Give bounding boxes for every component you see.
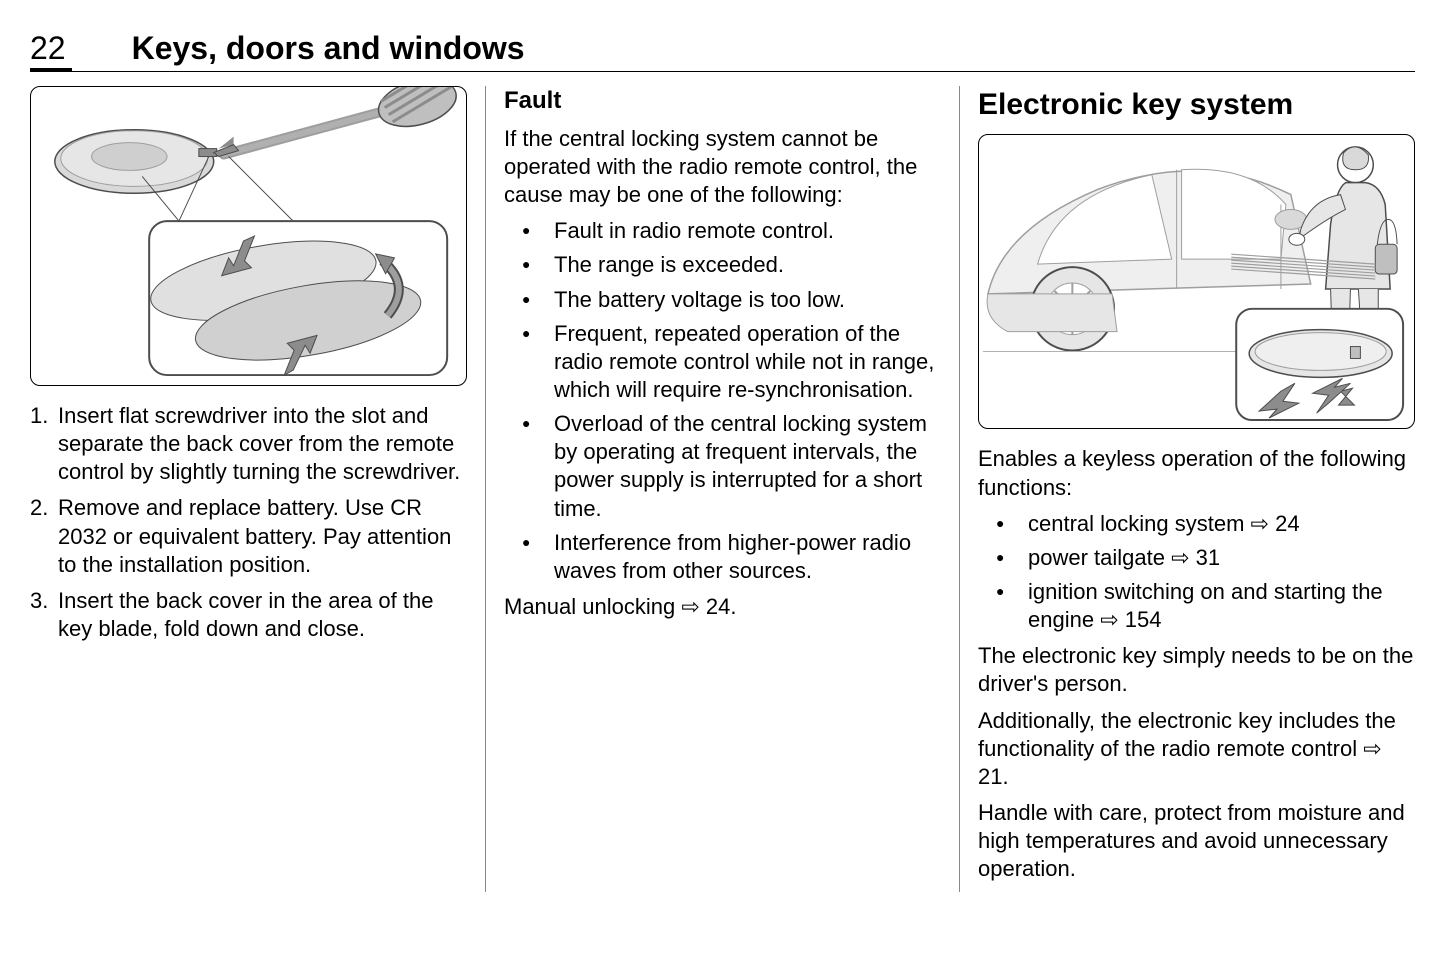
- keyless-illustration: [978, 134, 1415, 429]
- ref-arrow-icon: ⇨: [681, 593, 699, 621]
- page-header: 22 Keys, doors and windows: [30, 30, 1415, 72]
- manual-unlock-label: Manual unlocking: [504, 594, 681, 619]
- fault-item: The range is exceeded.: [504, 251, 941, 279]
- column-1: Insert flat screwdriver into the slot an…: [30, 86, 485, 892]
- keyless-intro: Enables a keyless operation of the follo…: [978, 445, 1415, 501]
- step-3: Insert the back cover in the area of the…: [30, 587, 467, 643]
- ref-arrow-icon: ⇨: [1100, 606, 1118, 634]
- manual-unlock-page: 24: [706, 594, 730, 619]
- fault-item: Fault in radio remote control.: [504, 217, 941, 245]
- keyless-item: central locking system ⇨ 24: [978, 510, 1415, 538]
- fault-item: Frequent, repeated operation of the radi…: [504, 320, 941, 404]
- chapter-title: Keys, doors and windows: [132, 30, 525, 67]
- keyless-para-2: Additionally, the electronic key include…: [978, 707, 1415, 791]
- battery-replacement-illustration: [30, 86, 467, 386]
- keyless-para-1: The electronic key simply needs to be on…: [978, 642, 1415, 698]
- keyless-functions-list: central locking system ⇨ 24 power tailga…: [978, 510, 1415, 635]
- fault-item: Overload of the central locking system b…: [504, 410, 941, 523]
- step-1: Insert flat screwdriver into the slot an…: [30, 402, 467, 486]
- fault-list: Fault in radio remote control. The range…: [504, 217, 941, 585]
- step-2: Remove and replace battery. Use CR 2032 …: [30, 494, 467, 578]
- fault-item: The battery voltage is too low.: [504, 286, 941, 314]
- fault-item: Interference from higher-power radio wav…: [504, 529, 941, 585]
- keyless-item: power tailgate ⇨ 31: [978, 544, 1415, 572]
- page-number: 22: [30, 30, 72, 71]
- battery-steps-list: Insert flat screwdriver into the slot an…: [30, 402, 467, 643]
- content-columns: Insert flat screwdriver into the slot an…: [30, 86, 1415, 892]
- manual-unlock-ref: Manual unlocking ⇨ 24.: [504, 593, 941, 621]
- fault-intro: If the central locking system cannot be …: [504, 125, 941, 209]
- ref-arrow-icon: ⇨: [1171, 544, 1189, 572]
- keyless-para-3: Handle with care, protect from moisture …: [978, 799, 1415, 883]
- fault-heading: Fault: [504, 86, 941, 117]
- column-2: Fault If the central locking system cann…: [485, 86, 960, 892]
- keyless-item: ignition switching on and starting the e…: [978, 578, 1415, 634]
- column-3: Electronic key system: [960, 86, 1415, 892]
- section-heading: Electronic key system: [978, 86, 1415, 124]
- ref-arrow-icon: ⇨: [1251, 510, 1269, 538]
